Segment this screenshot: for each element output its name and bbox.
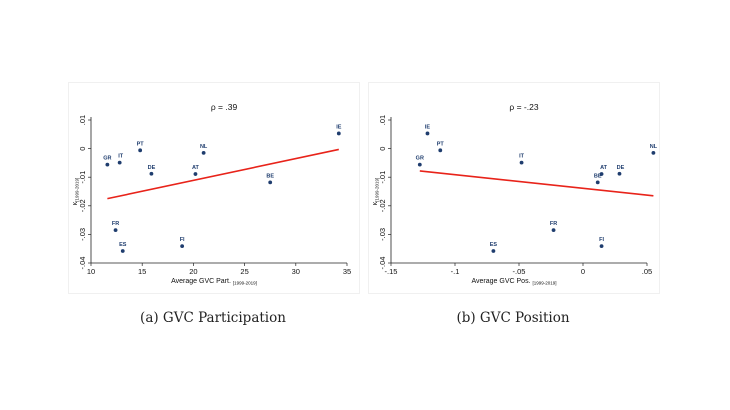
fit-line-a	[107, 148, 339, 200]
point-label-a-fr: FR	[112, 221, 119, 227]
x-axis-subscript-a: [1999-2019]	[233, 281, 257, 286]
point-b-fi	[599, 244, 604, 249]
point-label-b-fi: FI	[599, 237, 604, 243]
point-a-gr	[105, 162, 110, 167]
y-axis-title-a: κ[1999-2019]	[72, 178, 80, 206]
point-a-it	[117, 160, 122, 165]
x-tick-label-a-1: 15	[138, 267, 146, 276]
point-label-a-ie: IE	[336, 124, 342, 130]
x-tick-label-b-0: -.15	[385, 267, 398, 276]
x-tick-label-a-4: 30	[292, 267, 300, 276]
point-a-ie	[336, 131, 341, 136]
point-label-a-it: IT	[118, 154, 124, 160]
point-label-a-at: AT	[192, 165, 200, 171]
point-label-b-pt: PT	[437, 141, 445, 147]
point-label-b-es: ES	[490, 242, 498, 248]
point-label-b-ie: IE	[425, 124, 431, 130]
chart-panel-gvc-participation: ρ = .39 .01 0 -.01 -.02 -.03 -.04 10 15 20 25 30 35 A…	[68, 82, 360, 294]
x-tick-label-b-2: -.05	[513, 267, 526, 276]
point-label-b-nl: NL	[650, 144, 658, 150]
point-a-pt	[138, 148, 143, 153]
y-tick-label-a-2: -.01	[78, 171, 87, 184]
point-label-a-nl: NL	[200, 144, 208, 150]
point-b-de	[617, 171, 622, 176]
point-a-es	[120, 249, 125, 253]
x-tick-label-b-3: 0	[581, 267, 585, 276]
chart-panel-gvc-position: ρ = -.23 .01 0 -.01 -.02 -.03 -.04 -.15 -.1 -.05 0…	[368, 82, 660, 294]
y-tick-label-a-0: .01	[78, 115, 87, 125]
point-label-b-gr: GR	[416, 156, 424, 162]
point-b-fr	[551, 228, 556, 233]
point-label-a-gr: GR	[103, 156, 111, 162]
point-b-gr	[417, 162, 422, 167]
x-axis-subscript-b: [1999-2019]	[532, 281, 556, 286]
point-a-fr	[113, 228, 118, 233]
y-tick-label-b-0: .01	[378, 115, 387, 125]
point-a-fi	[180, 244, 185, 249]
y-axis-subscript-b: [1999-2019]	[375, 178, 380, 202]
x-tick-label-a-3: 25	[240, 267, 248, 276]
point-a-nl	[201, 150, 206, 155]
y-tick-label-b-1: 0	[378, 147, 387, 151]
y-axis-subscript-a: [1999-2019]	[75, 178, 80, 202]
point-a-be	[268, 180, 273, 185]
caption-gvc-position: (b) GVC Position	[456, 310, 570, 326]
point-label-b-be: BE	[594, 173, 602, 179]
point-b-be	[595, 180, 600, 185]
y-tick-label-a-3: -.02	[78, 199, 87, 212]
x-tick-label-a-2: 20	[189, 267, 197, 276]
x-tick-label-a-0: 10	[87, 267, 95, 276]
x-axis-title-b: Average GVC Pos. [1999-2019]	[472, 278, 557, 286]
point-label-a-pt: PT	[137, 141, 145, 147]
point-b-pt	[438, 148, 443, 153]
chart-svg-gvc-position: ρ = -.23 .01 0 -.01 -.02 -.03 -.04-.15 -.1 -.05 0…	[372, 102, 658, 286]
point-label-b-fr: FR	[550, 221, 557, 227]
rho-annotation-a: ρ = .39	[211, 102, 238, 112]
x-tick-label-a-5: 35	[343, 267, 351, 276]
y-tick-label-a-5: -.04	[78, 257, 87, 270]
point-b-at	[599, 172, 604, 176]
point-label-a-es: ES	[119, 242, 127, 248]
y-tick-label-b-4: -.03	[378, 228, 387, 241]
fit-line-b	[419, 170, 654, 197]
y-tick-label-b-3: -.02	[378, 199, 387, 212]
rho-annotation-b: ρ = -.23	[509, 102, 538, 112]
point-label-a-fi: FI	[180, 237, 185, 243]
x-axis-title-a: Average GVC Part. [1999-2019]	[171, 278, 257, 286]
y-tick-label-b-5: -.04	[378, 257, 387, 270]
point-a-de	[149, 171, 154, 176]
point-b-nl	[651, 150, 656, 155]
y-tick-label-a-1: 0	[78, 147, 87, 151]
point-b-it	[519, 160, 524, 165]
y-axis-title-b: κ[1999-2019]	[372, 178, 380, 206]
caption-gvc-participation: (a) GVC Participation	[140, 310, 286, 326]
point-b-ie	[425, 131, 430, 136]
y-tick-label-a-4: -.03	[78, 228, 87, 241]
x-tick-label-b-4: .05	[642, 267, 652, 276]
point-a-at	[193, 172, 198, 176]
point-b-es	[491, 249, 496, 253]
point-label-a-be: BE	[266, 173, 274, 179]
point-label-b-at: AT	[600, 165, 608, 171]
point-label-a-de: DE	[148, 165, 156, 171]
point-label-b-de: DE	[617, 165, 625, 171]
y-tick-label-b-2: -.01	[378, 171, 387, 184]
x-tick-label-b-1: -.1	[451, 267, 460, 276]
point-label-b-it: IT	[519, 154, 525, 160]
